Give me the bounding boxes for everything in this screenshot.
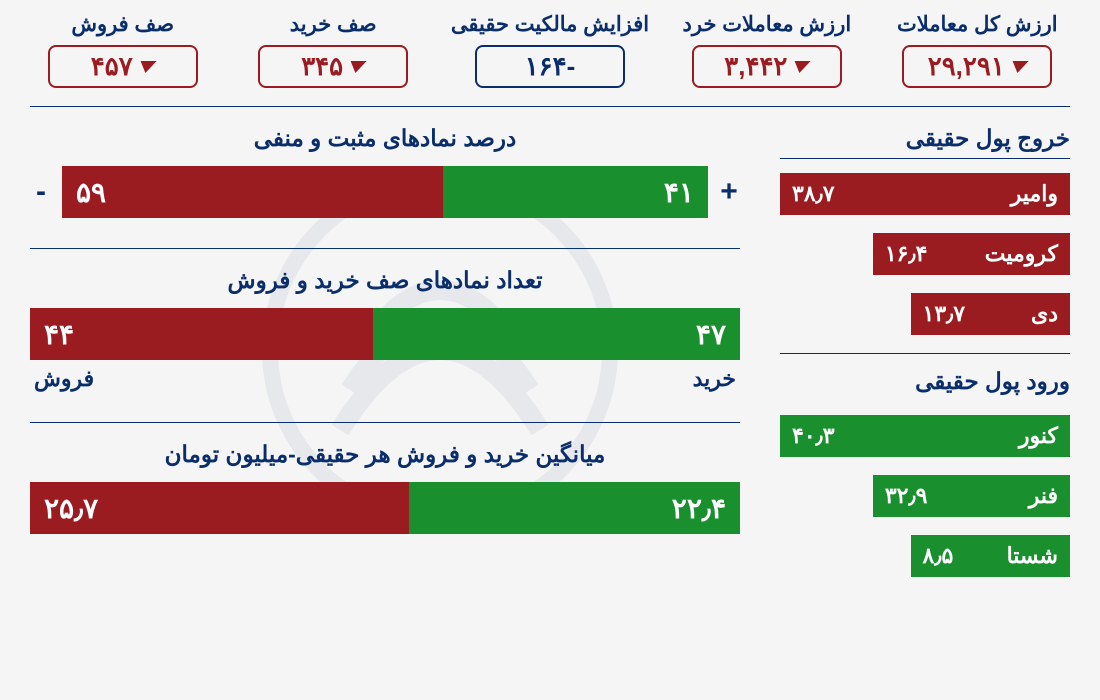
metric-label: صف فروش: [30, 12, 215, 37]
bar-segment-negative: ۲۵٫۷: [30, 482, 409, 534]
inflow-list: کنور ۴۰٫۳ فنر ۳۲٫۹ شستا ۸٫۵: [780, 415, 1070, 577]
plus-sign: +: [718, 175, 740, 209]
arrow-down-icon: [1009, 61, 1028, 73]
metric-value: ۳۴۵: [258, 45, 408, 88]
side-bar-row: فنر ۳۲٫۹: [780, 475, 1070, 517]
chart-queue: تعداد نمادهای صف خرید و فروش ۴۷۴۴ خرید ف…: [30, 267, 740, 392]
side-bar: کرومیت ۱۶٫۴: [873, 233, 1070, 275]
metric-value: ۳,۴۴۲: [692, 45, 842, 88]
symbol-value: ۱۳٫۷: [923, 301, 966, 327]
symbol-name: وامیر: [1011, 181, 1058, 207]
bar-segment-positive: ۴۷: [373, 308, 740, 360]
metric-card: صف فروش ۴۵۷: [30, 12, 215, 88]
side-bar: شستا ۸٫۵: [911, 535, 1071, 577]
buy-label: خرید: [693, 366, 736, 392]
symbol-name: کرومیت: [985, 241, 1058, 267]
side-bar-row: کنور ۴۰٫۳: [780, 415, 1070, 457]
separator: [30, 248, 740, 249]
metric-value: -۱۶۴: [475, 45, 625, 88]
side-column: خروج پول حقیقی وامیر ۳۸٫۷ کرومیت ۱۶٫۴ دی ۱۳٫۷…: [780, 115, 1070, 595]
bar-segment-positive: ۲۲٫۴: [409, 482, 740, 534]
symbol-name: دی: [1031, 301, 1058, 327]
separator: [780, 353, 1070, 354]
inflow-title: ورود پول حقیقی: [780, 368, 1070, 401]
side-bar-row: کرومیت ۱۶٫۴: [780, 233, 1070, 275]
metric-value: ۲۹,۲۹۱: [902, 45, 1052, 88]
chart-title: تعداد نمادهای صف خرید و فروش: [30, 267, 740, 294]
arrow-down-icon: [348, 61, 367, 73]
metric-label: صف خرید: [240, 12, 425, 37]
charts-column: درصد نمادهای مثبت و منفی + ۴۱۵۹ - تعداد …: [30, 115, 740, 595]
minus-sign: -: [30, 175, 52, 209]
symbol-value: ۳۲٫۹: [885, 483, 928, 509]
chart-title: درصد نمادهای مثبت و منفی: [30, 125, 740, 152]
chart-pos-neg: درصد نمادهای مثبت و منفی + ۴۱۵۹ -: [30, 125, 740, 218]
stacked-bar: ۲۲٫۴۲۵٫۷: [30, 482, 740, 534]
metric-card: افزایش مالکیت حقیقی -۱۶۴: [451, 12, 649, 88]
side-bar: کنور ۴۰٫۳: [780, 415, 1070, 457]
chart-title: میانگین خرید و فروش هر حقیقی-میلیون توما…: [30, 441, 740, 468]
metric-label: ارزش معاملات خرد: [674, 12, 859, 37]
side-bar: وامیر ۳۸٫۷: [780, 173, 1070, 215]
bar-segment-negative: ۵۹: [62, 166, 443, 218]
side-bar-row: وامیر ۳۸٫۷: [780, 173, 1070, 215]
bar-segment-positive: ۴۱: [443, 166, 708, 218]
symbol-name: کنور: [1019, 423, 1058, 449]
symbol-value: ۱۶٫۴: [885, 241, 928, 267]
symbol-value: ۳۸٫۷: [792, 181, 835, 207]
sell-label: فروش: [34, 366, 94, 392]
separator: [30, 106, 1070, 107]
metric-label: ارزش کل معاملات: [885, 12, 1070, 37]
chart-avg: میانگین خرید و فروش هر حقیقی-میلیون توما…: [30, 441, 740, 534]
stacked-bar: ۴۷۴۴: [30, 308, 740, 360]
arrow-down-icon: [792, 61, 811, 73]
metric-card: ارزش معاملات خرد ۳,۴۴۲: [674, 12, 859, 88]
bar-segment-negative: ۴۴: [30, 308, 373, 360]
outflow-title: خروج پول حقیقی: [780, 125, 1070, 159]
side-bar-row: شستا ۸٫۵: [780, 535, 1070, 577]
side-bar: فنر ۳۲٫۹: [873, 475, 1070, 517]
symbol-value: ۴۰٫۳: [792, 423, 835, 449]
symbol-name: شستا: [1007, 543, 1058, 569]
metric-card: ارزش کل معاملات ۲۹,۲۹۱: [885, 12, 1070, 88]
arrow-down-icon: [137, 61, 156, 73]
stacked-bar: ۴۱۵۹: [62, 166, 708, 218]
metric-value: ۴۵۷: [48, 45, 198, 88]
side-bar-row: دی ۱۳٫۷: [780, 293, 1070, 335]
outflow-list: وامیر ۳۸٫۷ کرومیت ۱۶٫۴ دی ۱۳٫۷: [780, 173, 1070, 335]
metric-card: صف خرید ۳۴۵: [240, 12, 425, 88]
side-bar: دی ۱۳٫۷: [911, 293, 1071, 335]
symbol-name: فنر: [1029, 483, 1058, 509]
top-metrics-row: ارزش کل معاملات ۲۹,۲۹۱ ارزش معاملات خرد ۳,۴…: [30, 12, 1070, 94]
metric-label: افزایش مالکیت حقیقی: [451, 12, 649, 37]
symbol-value: ۸٫۵: [923, 543, 954, 569]
separator: [30, 422, 740, 423]
